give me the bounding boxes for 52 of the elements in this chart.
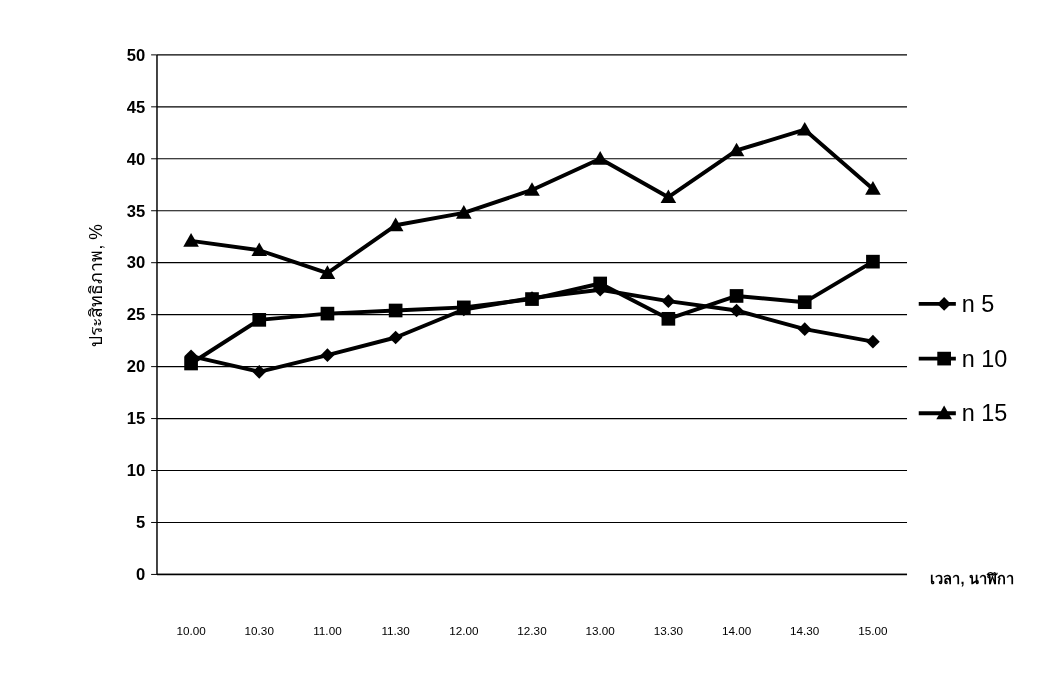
point (388, 330, 403, 345)
point (319, 265, 336, 279)
point (320, 306, 335, 321)
y-tick-label: 5 (136, 513, 146, 533)
y-tick-label: 0 (136, 565, 146, 585)
x-tick-label: 14.30 (790, 623, 820, 637)
point (660, 189, 677, 204)
point (866, 254, 880, 269)
point (866, 334, 880, 349)
point (456, 205, 472, 219)
y-tick-label: 20 (126, 357, 146, 377)
y-tick-label: 50 (126, 45, 146, 65)
x-tick-label: 11.00 (313, 623, 343, 637)
point (797, 322, 812, 337)
x-tick-label: 13.30 (653, 623, 684, 637)
point (728, 142, 745, 157)
legend-label: n 15 (961, 400, 1008, 427)
y-tick-label: 30 (126, 253, 146, 273)
point (251, 242, 268, 257)
x-axis-title: เวลา, นาฬิกา (930, 571, 1014, 588)
point (252, 364, 267, 379)
point (524, 182, 540, 196)
point (796, 121, 813, 136)
x-tick-label: 12.30 (517, 623, 548, 637)
x-tick-label: 10.30 (244, 623, 275, 637)
x-tick-label: 14.00 (721, 623, 752, 637)
point (183, 233, 199, 247)
x-tick-label: 12.00 (449, 623, 479, 637)
point (387, 217, 404, 232)
point (865, 181, 881, 195)
y-tick-label: 35 (126, 201, 146, 221)
point (661, 311, 676, 326)
y-tick-label: 40 (126, 149, 146, 169)
point (592, 150, 608, 165)
x-tick-label: 11.30 (381, 623, 411, 637)
legend-label: n 5 (961, 291, 995, 318)
point (729, 289, 744, 303)
y-axis-title: ประสิทธิภาพ, % (86, 224, 107, 347)
y-tick-label: 25 (126, 305, 146, 325)
y-tick-label: 15 (126, 409, 146, 429)
y-tick-label: 45 (126, 97, 146, 117)
y-tick-label: 10 (126, 461, 146, 481)
x-tick-label: 13.00 (585, 623, 616, 637)
point (320, 348, 335, 363)
x-tick-label: 10.00 (176, 623, 207, 637)
point (252, 313, 267, 327)
x-tick-label: 15.00 (858, 623, 889, 637)
point (388, 303, 403, 318)
point (797, 295, 812, 310)
point (729, 303, 744, 318)
legend-label: n 10 (961, 345, 1008, 372)
point (661, 294, 676, 308)
